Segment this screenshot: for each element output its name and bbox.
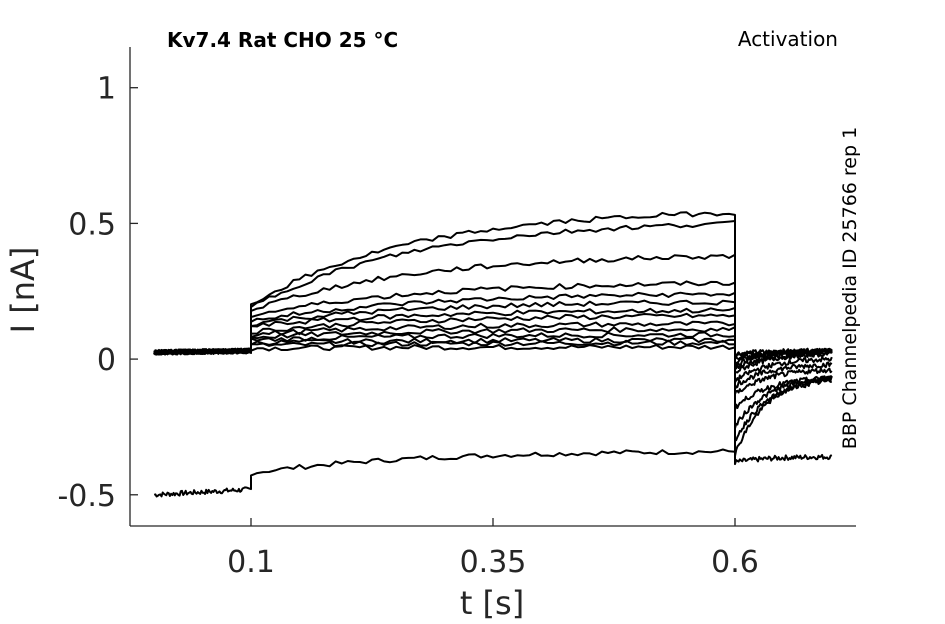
current-trace <box>153 220 833 442</box>
current-trace <box>153 448 833 498</box>
y-tick-label: -0.5 <box>57 479 116 514</box>
x-tick-label: 0.6 <box>711 545 759 580</box>
y-tick-label: 0 <box>97 343 116 378</box>
side-label: BBP Channelpedia ID 25766 rep 1 <box>839 127 861 449</box>
trace-group <box>153 211 833 498</box>
current-trace <box>153 344 833 357</box>
y-tick-label: 0.5 <box>68 207 116 242</box>
y-axis-label: I [nA] <box>4 247 42 334</box>
y-tick-label: 1 <box>97 72 116 107</box>
x-axis-label: t [s] <box>460 584 524 622</box>
axis-ticks: 0.1 0.35 0.6 -0.5 0 0.5 1 <box>57 72 758 580</box>
current-trace <box>154 211 833 457</box>
chart-title: Kv7.4 Rat CHO 25 °C <box>167 28 398 52</box>
x-tick-label: 0.1 <box>227 545 275 580</box>
protocol-label: Activation <box>738 27 838 51</box>
x-tick-label: 0.35 <box>460 545 527 580</box>
